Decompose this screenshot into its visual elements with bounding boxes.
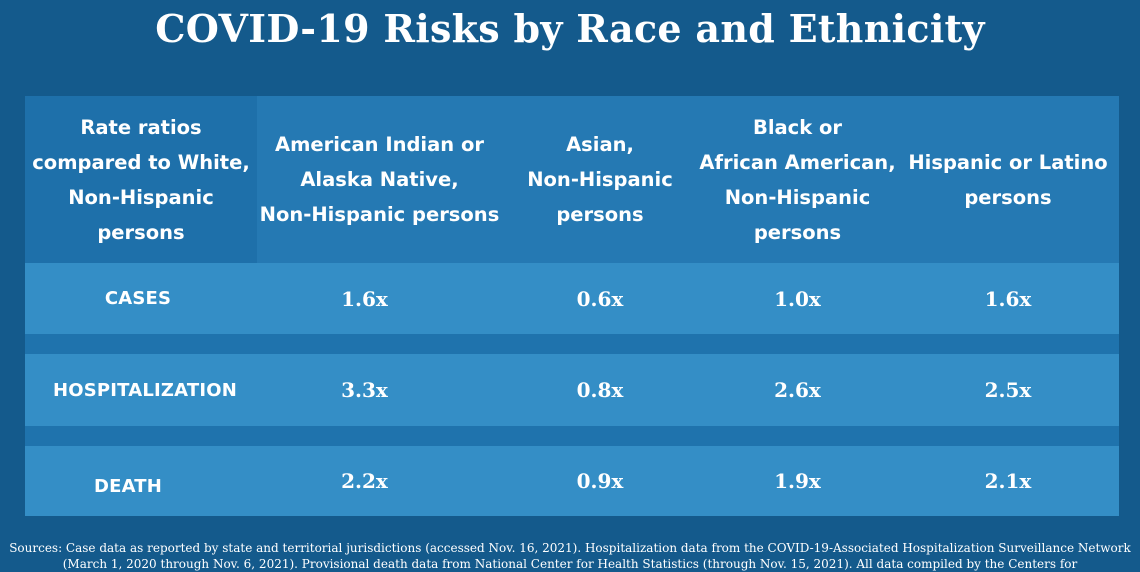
header-american-indian: American Indian or Alaska Native, Non-Hi… xyxy=(257,96,502,263)
header-hispanic: Hispanic or Latino persons xyxy=(897,96,1119,263)
cell-hospitalization-american-indian: 3.3x xyxy=(341,378,388,402)
cell-hospitalization-hispanic: 2.5x xyxy=(984,378,1032,402)
cell-cases-hispanic: 1.6x xyxy=(984,286,1032,311)
cell-hospitalization-black: 2.6x xyxy=(774,378,821,402)
row-label-hospitalization: HOSPITALIZATION xyxy=(52,379,238,401)
cell-death-black: 1.9x xyxy=(774,469,821,493)
table-row-cases: CASES 1.6x 0.6x 1.0x 1.6x xyxy=(25,263,1119,334)
sources-note: Sources: Case data as reported by state … xyxy=(9,541,1131,571)
header-black: Black or African American, Non-Hispanic … xyxy=(698,96,897,263)
cell-death-american-indian: 2.2x xyxy=(341,469,388,493)
row-label-cases: CASES xyxy=(104,288,172,309)
cell-hospitalization-asian: 0.8x xyxy=(576,378,624,402)
table-row-hospitalization: HOSPITALIZATION 3.3x 0.8x 2.6x 2.5x xyxy=(25,354,1119,426)
table-row-death: DEATH 2.2x 0.9x 1.9x 2.1x xyxy=(25,446,1119,516)
cell-cases-american-indian: 1.6x xyxy=(341,286,388,311)
header-asian: Asian, Non-Hispanic persons xyxy=(502,96,698,263)
row-label-death: DEATH xyxy=(93,475,163,497)
cell-cases-asian: 0.6x xyxy=(576,286,624,311)
cell-death-asian: 0.9x xyxy=(576,469,624,493)
page-title: COVID-19 Risks by Race and Ethnicity xyxy=(155,6,985,51)
cell-cases-black: 1.0x xyxy=(774,286,821,311)
header-rate-ratios: Rate ratios compared to White, Non-Hispa… xyxy=(25,96,257,263)
risk-table: Rate ratios compared to White, Non-Hispa… xyxy=(25,96,1119,516)
cell-death-hispanic: 2.1x xyxy=(984,469,1032,493)
